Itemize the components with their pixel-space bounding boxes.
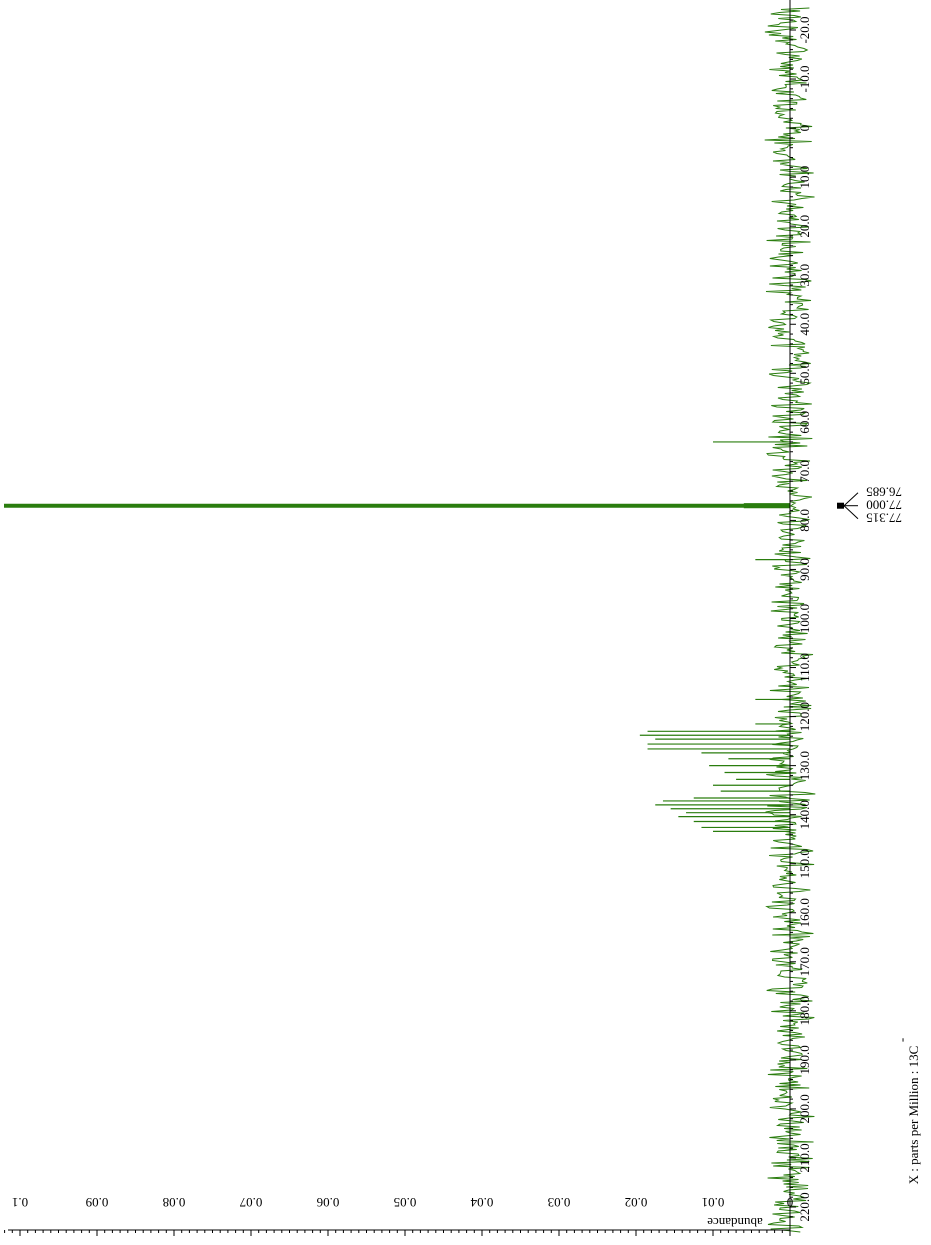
y-tick-label: 0.02	[625, 1195, 648, 1210]
x-tick-label: -10.0	[797, 65, 812, 92]
x-tick-label: 30.0	[797, 264, 812, 287]
y-tick-label: 0.03	[548, 1195, 571, 1210]
x-tick-label: 60.0	[797, 411, 812, 434]
x-axis-label-tick-mark: -	[894, 1038, 909, 1042]
peak-annotation-label: 77.000	[866, 498, 902, 513]
peak-annotation-label: 77.315	[866, 511, 902, 526]
x-tick-label: 210.0	[797, 1143, 812, 1172]
x-tick-label: 70.0	[797, 460, 812, 483]
y-tick-label: 0.09	[86, 1195, 109, 1210]
x-tick-label: 50.0	[797, 362, 812, 385]
x-tick-label: 170.0	[797, 947, 812, 976]
y-tick-label: 0.04	[470, 1195, 493, 1210]
x-tick-label: 100.0	[797, 604, 812, 633]
x-tick-label: 80.0	[797, 509, 812, 532]
y-tick-label: 0	[787, 1195, 794, 1210]
baseline-noise	[764, 7, 816, 1233]
x-tick-label: 20.0	[797, 215, 812, 238]
x-tick-label: 110.0	[797, 653, 812, 682]
x-tick-label: 40.0	[797, 313, 812, 336]
annotation-leader	[843, 505, 859, 520]
x-tick-label: 160.0	[797, 898, 812, 927]
y-tick-label: 0.07	[239, 1195, 262, 1210]
peak-annotation-label: 76.685	[866, 485, 902, 500]
x-tick-label: 180.0	[797, 996, 812, 1025]
y-tick-label: 0.08	[163, 1195, 186, 1210]
x-tick-label: 0	[797, 125, 812, 132]
x-tick-label: 150.0	[797, 849, 812, 878]
x-tick-label: 140.0	[797, 800, 812, 829]
x-axis-title: X : parts per Million : 13C	[906, 1046, 921, 1185]
annotation-marker	[837, 502, 844, 509]
spectrum-peaks	[4, 441, 790, 832]
x-tick-label: -20.0	[797, 16, 812, 43]
y-tick-label: 0.01	[702, 1195, 725, 1210]
x-tick-label: 90.0	[797, 558, 812, 581]
y-axis-title: abundance	[707, 1215, 763, 1230]
x-tick-label: 190.0	[797, 1045, 812, 1074]
noise-trace	[764, 7, 816, 1233]
x-tick-label: 120.0	[797, 702, 812, 731]
x-tick-label: 130.0	[797, 751, 812, 780]
annotation-leader	[843, 492, 859, 507]
x-tick-label: 220.0	[797, 1192, 812, 1221]
y-tick-label: 0.05	[394, 1195, 417, 1210]
x-axis: -20.0 -10.0 0 10.0 20.0 30.0 40.0 50.0 60.0 70.0 8…	[789, 0, 812, 1230]
x-tick-label: 200.0	[797, 1094, 812, 1123]
y-tick-label: 0.06	[316, 1195, 339, 1210]
x-tick-label: 10.0	[797, 166, 812, 189]
y-axis: 0 0.01 0.02 0.03 0.04 0.05 0.06 0.07 0.08 0.09 0.1…	[4, 1195, 794, 1236]
y-tick-label: 0.1	[12, 1195, 28, 1210]
